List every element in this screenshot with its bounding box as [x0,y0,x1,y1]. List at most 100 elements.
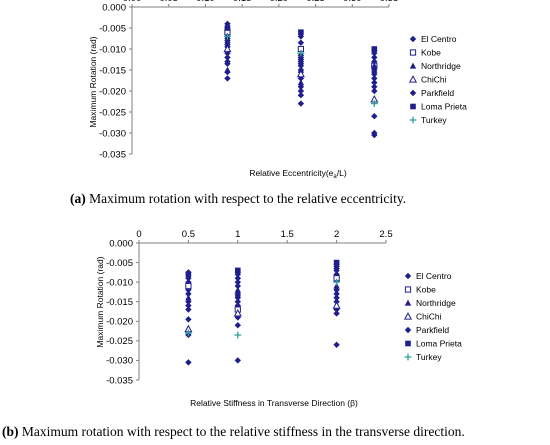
y-tick-label: -0.005 [99,23,126,34]
y-tick-label: -0.005 [106,258,133,269]
legend-label: ChiChi [416,312,442,322]
data-point [185,271,192,278]
data-point [333,294,340,301]
y-tick-label: -0.015 [99,65,126,76]
x-tick-label: 1.5 [281,230,294,240]
legend-marker [403,312,413,320]
legend-label: Turkey [416,352,442,362]
data-point [371,87,378,95]
x-tick-label: 0.5 [182,230,195,240]
legend-marker [404,299,412,306]
chart-a: 0.00 0.05 0.10 0.15 0.20 0.25 0.30 0.35 0.000 -0.… [88,0,467,180]
data-point [297,79,305,86]
y-tick-label: -0.030 [99,128,126,139]
data-point [333,341,340,348]
x-tick-label: 0.00 [123,0,142,4]
legend-label: Northridge [421,61,461,71]
legend-label: Turkey [421,115,447,125]
data-point [370,100,378,107]
legend-label: Loma Prieta [416,339,462,349]
data-point [185,359,192,366]
data-point [224,33,231,40]
legend-label: Loma Prieta [421,102,467,112]
legend-marker [405,340,411,347]
data-point [332,301,341,309]
y-tick-label: 0.000 [102,2,126,13]
legend-label: Parkfield [421,88,454,98]
data-point [223,44,232,53]
caption-a: (a) Maximum rotation with respect to the… [70,191,407,206]
data-point [224,60,231,67]
legend-label: Northridge [416,298,456,308]
y-axis-label: Maximum Rotation (rad) [95,256,105,347]
data-point [333,282,340,289]
data-point [234,286,241,293]
data-point [371,46,378,52]
data-point [371,113,378,120]
legend-marker [404,353,412,361]
x-tick-label: 2 [334,230,339,240]
x-tick-label: 1 [235,230,240,240]
data-point [185,275,192,282]
data-point [233,308,242,317]
data-point [234,298,241,305]
data-point [297,62,305,69]
legend-marker [410,103,416,110]
data-point [185,290,192,298]
legend-label: El Centro [416,271,452,281]
legend-marker [409,116,417,124]
data-point [234,322,241,329]
data-point [224,75,231,82]
data-point [297,83,305,90]
x-tick-label: 0.35 [380,0,399,4]
data-point [333,267,340,274]
legend-marker [409,49,417,56]
data-point [234,282,241,290]
y-tick-label: -0.020 [99,86,126,97]
data-point [296,69,305,78]
legend-marker [404,272,412,280]
data-point [234,357,241,364]
legend-label: Parkfield [416,325,449,335]
x-axis-label: Relative Eccentricity(ea/L) [249,168,347,180]
x-tick-label: 0.05 [159,0,178,4]
x-tick-label: 0.10 [196,0,215,4]
y-tick-label: -0.015 [106,297,133,308]
x-axis-label: Relative Stiffness in Transverse Directi… [190,398,358,408]
legend: El Centro Kobe Northridge ChiChi Parkfield Lo… [403,271,462,362]
plot-area: 0.00 0.05 0.10 0.15 0.20 0.25 0.30 0.35 0.000 -0.… [99,0,398,160]
data-point [234,302,241,309]
data-point [297,39,305,46]
x-tick-label: 0.25 [306,0,325,4]
legend-marker [404,326,412,334]
data-point [185,278,192,286]
y-tick-label: 0.000 [109,238,133,249]
y-tick-label: -0.020 [106,317,133,328]
data-point [333,278,340,286]
x-tick-label: 2.5 [379,230,392,240]
data-point [234,294,241,301]
legend-marker [409,89,417,97]
y-tick-label: -0.010 [106,277,133,288]
x-tick-label: 0 [136,230,141,240]
y-tick-label: -0.035 [99,149,126,160]
data-point [371,83,378,90]
plot-area: 0 0.5 1 1.5 2 2.5 0.000 -0.005 -0.010 -0.015 -0.02… [106,230,393,386]
data-point [297,75,305,82]
legend: El Centro Kobe Northridge ChiChi Parkfield Lo… [408,34,467,125]
chart-b: 0 0.5 1 1.5 2 2.5 0.000 -0.005 -0.010 -0.015 -0.02… [95,230,462,408]
data-point [333,290,340,298]
data-point [224,25,231,31]
data-point [224,54,231,61]
legend-label: Kobe [421,48,441,58]
data-point [297,92,305,99]
legend-label: Kobe [416,285,436,295]
y-tick-label: -0.030 [106,356,133,367]
data-point [185,306,192,313]
legend-label: El Centro [421,34,457,44]
y-tick-label: -0.025 [99,107,126,118]
data-point [297,100,305,107]
data-point [297,87,305,95]
data-point [371,71,378,78]
data-point [234,314,241,321]
